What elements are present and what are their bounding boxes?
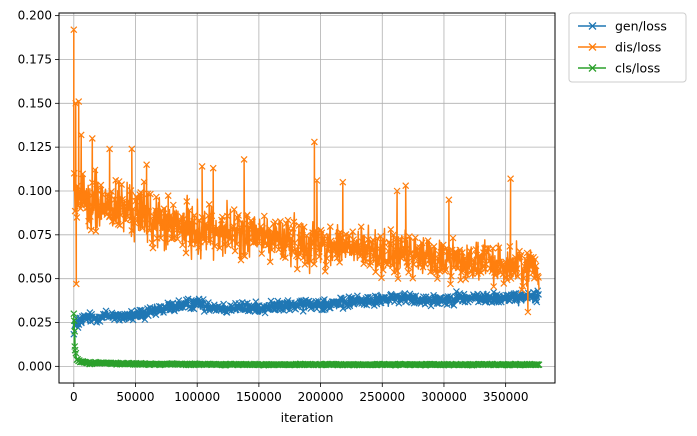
series-markers xyxy=(70,287,542,338)
legend-marker xyxy=(588,64,597,72)
x-tick-label: 250000 xyxy=(359,390,405,404)
legend-entry: dis/loss xyxy=(578,40,661,55)
series-markers xyxy=(70,26,542,316)
x-tick-label: 350000 xyxy=(483,390,529,404)
x-axis-label: iteration xyxy=(281,410,334,425)
y-axis: 0.000 0.025 0.050 0.075 0.100 0.125 0.150 0.175… xyxy=(18,9,59,373)
y-tick-label: 0.025 xyxy=(18,316,52,330)
series-markers xyxy=(70,310,543,369)
legend-label: gen/loss xyxy=(615,19,667,34)
y-tick-label: 0.200 xyxy=(18,9,52,23)
legend-label: dis/loss xyxy=(615,40,661,55)
series-gen-loss xyxy=(70,287,542,338)
legend-label: cls/loss xyxy=(615,61,660,76)
legend-marker xyxy=(588,22,597,30)
y-tick-label: 0.150 xyxy=(18,96,52,110)
legend-marker xyxy=(588,43,597,51)
x-tick-label: 150000 xyxy=(236,390,282,404)
grid-lines xyxy=(59,13,555,383)
y-tick-label: 0.000 xyxy=(18,359,52,373)
x-tick-label: 0 xyxy=(70,390,78,404)
y-tick-label: 0.175 xyxy=(18,52,52,66)
legend-box xyxy=(568,12,687,83)
plot-area xyxy=(70,26,543,369)
legend-entry: gen/loss xyxy=(578,19,667,34)
y-tick-label: 0.100 xyxy=(18,184,52,198)
x-tick-label: 50000 xyxy=(116,390,154,404)
y-tick-label: 0.075 xyxy=(18,228,52,242)
x-tick-label: 200000 xyxy=(298,390,344,404)
series-dis-loss xyxy=(70,26,542,316)
legend: gen/loss dis/loss cls/loss xyxy=(568,12,687,83)
x-tick-label: 100000 xyxy=(174,390,220,404)
x-axis: 0 50000 100000 150000 200000 250000 300000 3500… xyxy=(70,383,529,404)
series-cls-loss xyxy=(70,310,543,369)
y-tick-label: 0.050 xyxy=(18,272,52,286)
plot-frame xyxy=(58,12,556,384)
x-tick-label: 300000 xyxy=(421,390,467,404)
y-tick-label: 0.125 xyxy=(18,140,52,154)
legend-entry: cls/loss xyxy=(578,61,660,76)
